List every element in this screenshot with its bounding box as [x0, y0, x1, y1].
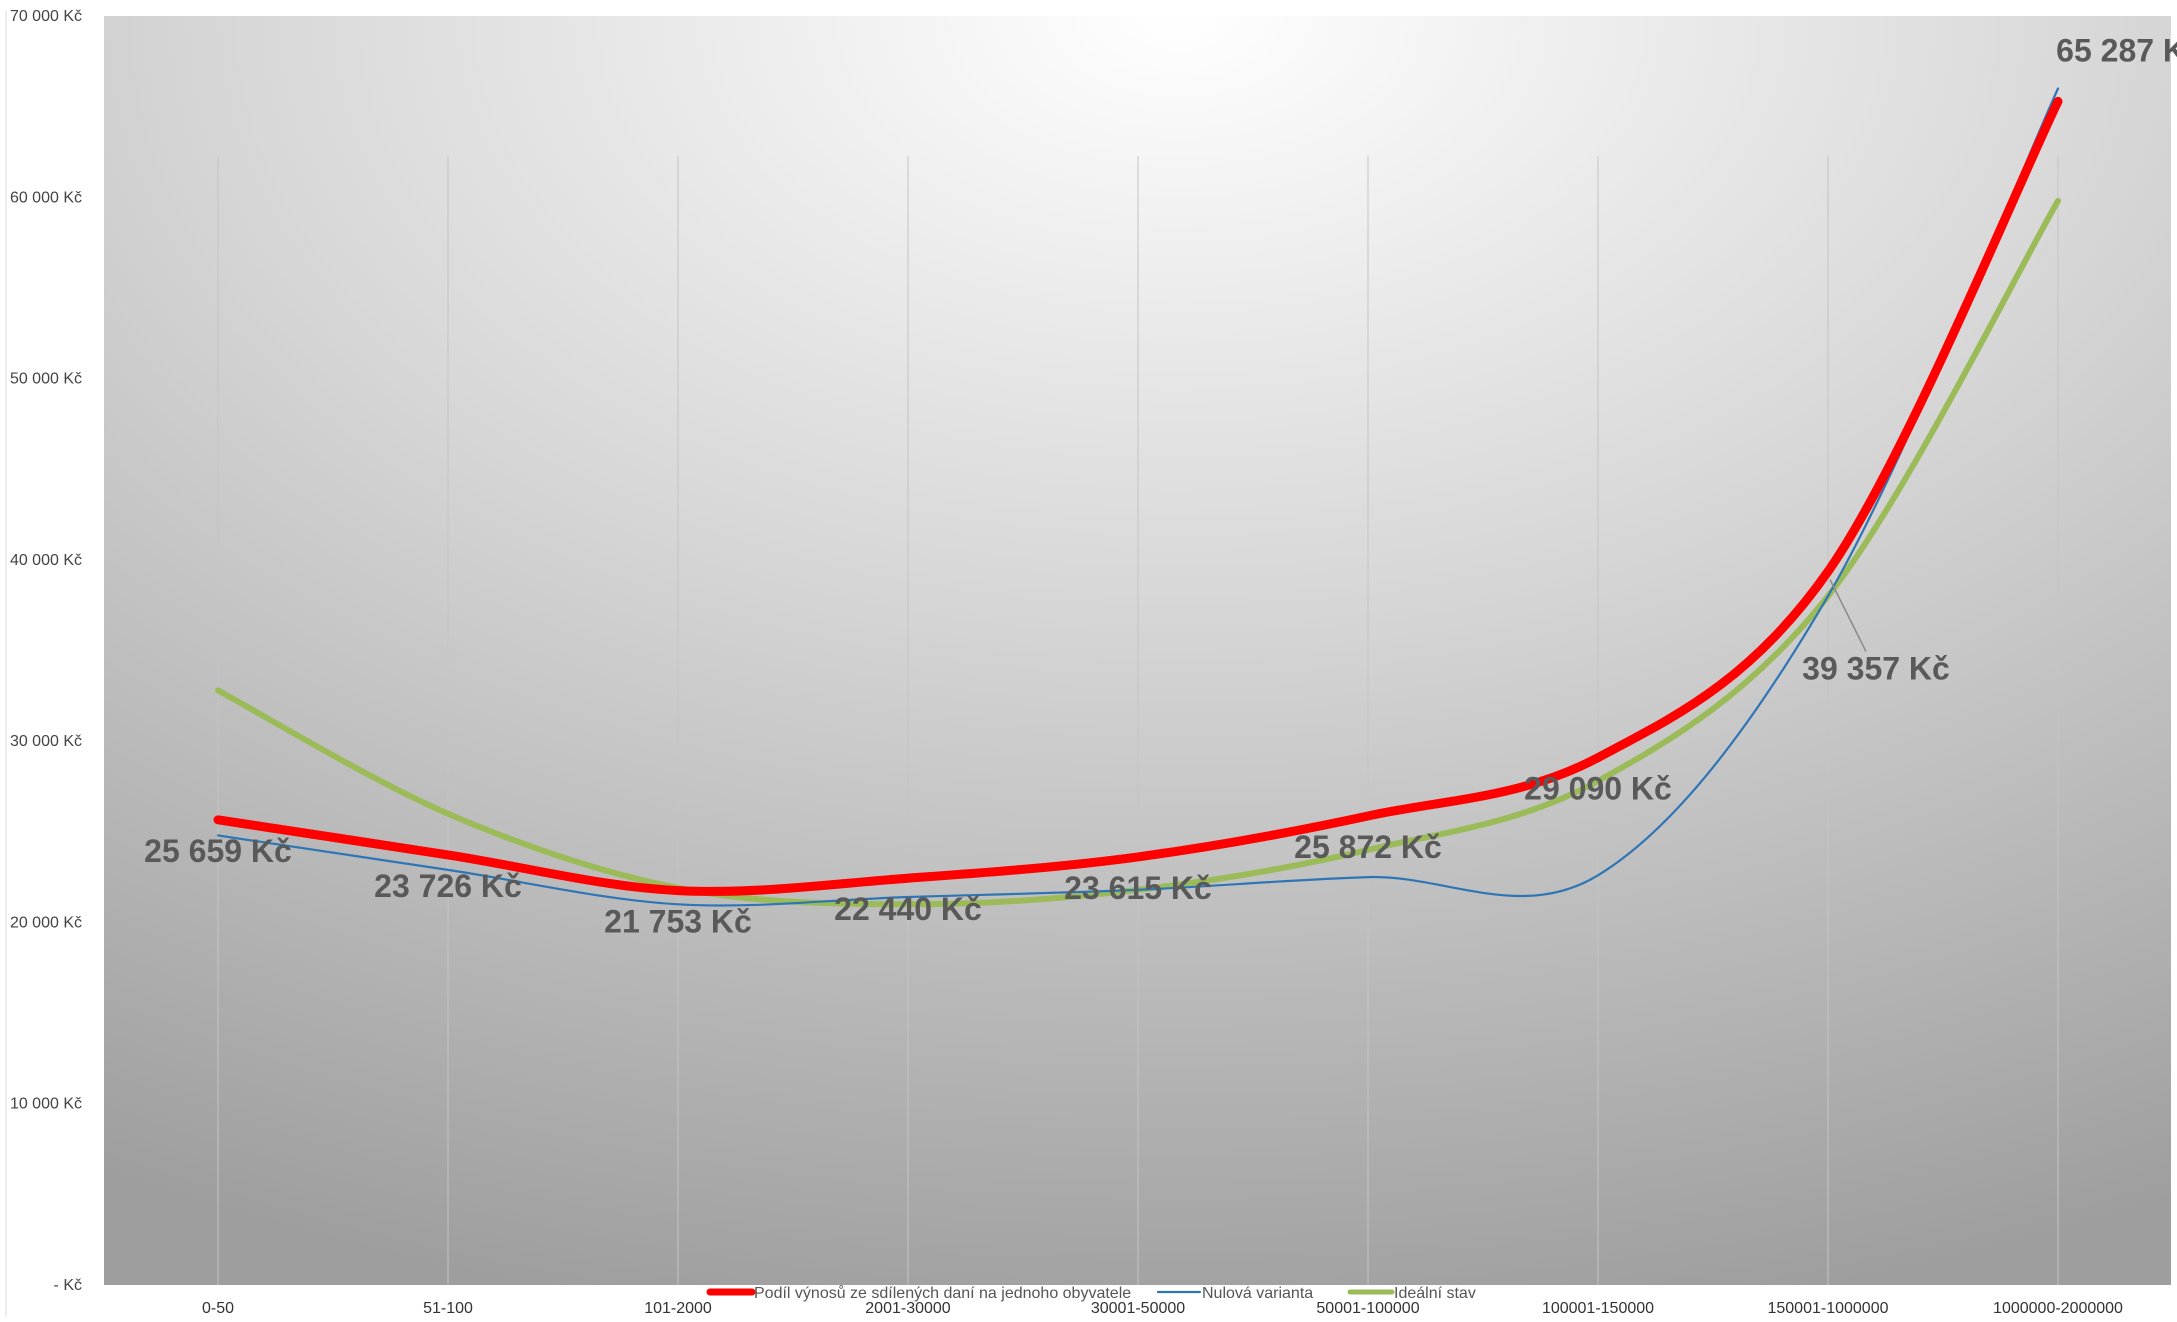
x-tick-label: 51-100: [423, 1300, 473, 1317]
legend-item-podil-vynosu: Podíl výnosů ze sdílených daní na jednoh…: [706, 1284, 1131, 1302]
data-label: 39 357 Kč: [1802, 651, 1950, 687]
data-label: 22 440 Kč: [834, 891, 982, 927]
y-tick-label: - Kč: [54, 1277, 82, 1294]
data-label: 29 090 Kč: [1524, 771, 1672, 807]
series-line-podil-vynosu: [213, 96, 2063, 896]
x-tick-label: 2001-30000: [865, 1300, 951, 1317]
series-line-nulova-varianta: [216, 87, 2060, 907]
data-label: 65 287 Kč: [2056, 32, 2177, 68]
legend-item-idealni-stav: Ideální stav: [1347, 1285, 1476, 1302]
data-label: 23 726 Kč: [374, 868, 522, 904]
legend-label: Ideální stav: [1394, 1285, 1476, 1302]
y-tick-label: 20 000 Kč: [10, 914, 82, 931]
y-tick-label: 60 000 Kč: [10, 189, 82, 206]
legend-label: Podíl výnosů ze sdílených daní na jednoh…: [754, 1284, 1131, 1302]
y-tick-label: 30 000 Kč: [10, 733, 82, 750]
x-tick-label: 30001-50000: [1091, 1300, 1185, 1317]
legend-item-nulova-varianta: Nulová varianta: [1156, 1285, 1313, 1302]
x-tick-label: 50001-100000: [1316, 1300, 1419, 1317]
data-label: 23 615 Kč: [1064, 870, 1212, 906]
y-tick-label: 50 000 Kč: [10, 371, 82, 388]
y-tick-label: 10 000 Kč: [10, 1096, 82, 1113]
data-label: 25 659 Kč: [144, 833, 292, 869]
legend-label: Nulová varianta: [1202, 1285, 1313, 1302]
data-label-leader: [1829, 579, 1867, 652]
y-tick-label: 70 000 Kč: [10, 8, 82, 25]
x-tick-label: 150001-1000000: [1767, 1300, 1888, 1317]
data-label: 21 753 Kč: [604, 904, 752, 940]
x-tick-label: 0-50: [202, 1300, 234, 1317]
x-tick-label: 100001-150000: [1542, 1300, 1654, 1317]
x-tick-label: 101-2000: [644, 1300, 712, 1317]
y-tick-label: 40 000 Kč: [10, 552, 82, 569]
x-tick-label: 1000000-2000000: [1993, 1300, 2123, 1317]
series-line-idealni-stav: [215, 197, 2061, 908]
data-label: 25 872 Kč: [1294, 829, 1442, 865]
